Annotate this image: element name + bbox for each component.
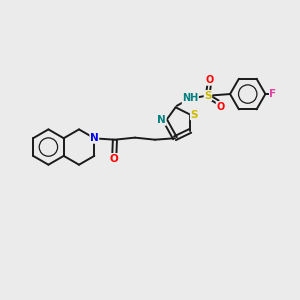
Text: S: S <box>204 91 212 100</box>
Text: N: N <box>90 133 99 143</box>
Text: O: O <box>216 102 224 112</box>
Text: NH: NH <box>182 94 198 103</box>
Text: F: F <box>269 89 277 99</box>
Text: S: S <box>190 110 198 120</box>
Text: O: O <box>205 75 213 85</box>
Text: N: N <box>158 115 166 125</box>
Text: O: O <box>110 154 119 164</box>
